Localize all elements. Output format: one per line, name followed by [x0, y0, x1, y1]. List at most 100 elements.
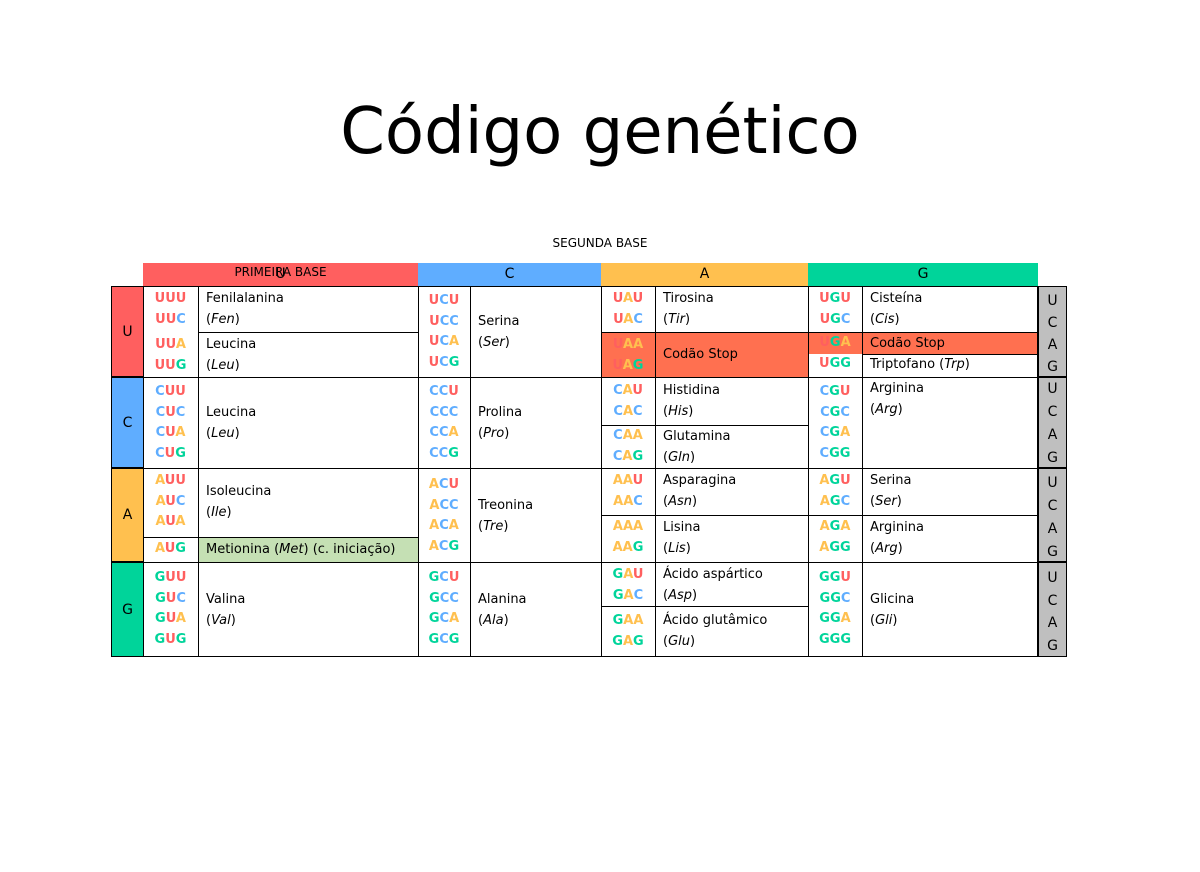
stop-uaa-uag: Codão Stop	[663, 347, 738, 362]
codon: CCG	[429, 445, 459, 461]
amino-asp: Ácido aspártico (Asp)	[655, 565, 808, 606]
amino-name: Fenilalanina	[206, 291, 284, 306]
amino-abbr: (Fen)	[206, 311, 240, 327]
group-separator	[198, 332, 418, 333]
amino-his: Histidina (His)	[655, 381, 808, 422]
third-base-letter: A	[1047, 615, 1058, 631]
amino-gli: Glicina (Gli)	[862, 590, 1038, 631]
amino-asn: Asparagina (Asn)	[655, 471, 808, 512]
amino-name: Tirosina	[663, 291, 714, 306]
codon: CGA	[819, 425, 851, 440]
codon: GCA	[428, 611, 460, 626]
codon: ACC	[429, 497, 459, 513]
codon: AAA	[612, 519, 644, 534]
amino-note: (c. iniciação)	[312, 542, 396, 557]
col-separator	[470, 286, 471, 657]
codon: GAC	[612, 587, 644, 603]
amino-gln: Glutamina (Gln)	[655, 427, 808, 468]
col-separator	[601, 286, 602, 657]
amino-name: Metionina	[206, 542, 270, 557]
codons-uu: UUU UUC UUA UUG	[143, 289, 198, 376]
third-base-letter: U	[1047, 381, 1058, 397]
amino-abbr: (Asp)	[663, 587, 698, 603]
col-separator	[198, 286, 199, 657]
codon: UCG	[428, 354, 460, 370]
codon: CGC	[820, 404, 850, 420]
amino-ala: Alanina (Ala)	[470, 590, 601, 631]
page-title: Código genético	[340, 95, 860, 169]
third-base-letter: G	[1047, 450, 1058, 466]
col-separator	[655, 286, 656, 657]
amino-abbr: (Arg)	[870, 401, 903, 417]
col-header-u-letter: U	[275, 266, 286, 282]
codon: AUG	[155, 540, 186, 556]
amino-name: Glicina	[870, 592, 915, 607]
amino-arg-2: Arginina (Arg)	[862, 518, 1038, 559]
group-separator	[862, 354, 1038, 355]
group-separator	[143, 537, 418, 538]
codon: AAG	[612, 539, 644, 555]
amino-abbr: (Gln)	[663, 449, 696, 465]
codons-cc: CCU CCC CCA CCG	[418, 382, 470, 464]
codon: GUU	[154, 570, 187, 585]
codon: GAG	[612, 633, 644, 649]
codons-gc: GCU GCC GCA GCG	[418, 568, 470, 650]
codon: CCU	[429, 384, 459, 399]
row-header-a: A	[111, 468, 143, 562]
codons-ca: CAU CAC CAA CAG	[601, 381, 655, 467]
amino-name: Treonina	[478, 498, 534, 513]
codons-gg: GGU GGC GGA GGG	[808, 568, 862, 650]
codons-au: AUU AUC AUA AUG	[143, 471, 198, 559]
stop-highlight-bg-uga	[808, 332, 1038, 354]
codon: GGU	[819, 570, 851, 585]
codon: CAA	[613, 428, 643, 443]
group-separator	[601, 606, 808, 607]
codon: GAU	[612, 567, 644, 582]
table-border	[143, 286, 1038, 657]
amino-abbr: (Ile)	[206, 504, 232, 520]
third-base-a: U C A G	[1038, 468, 1067, 562]
codon: UAA	[612, 337, 644, 352]
amino-abbr: (Cis)	[870, 311, 900, 327]
amino-name: Serina	[478, 314, 520, 329]
first-base-label: PRIMEIRA BASE	[234, 265, 327, 279]
codons-ua: UAU UAC UAA UAG	[601, 289, 655, 376]
codon: AUC	[155, 493, 186, 509]
codon: GGC	[819, 590, 851, 606]
col-header-a: A	[601, 263, 808, 286]
amino-lis: Lisina (Lis)	[655, 518, 808, 559]
third-base-c: U C A G	[1038, 377, 1067, 468]
amino-abbr: Trp	[944, 357, 965, 372]
amino-abbr: (Lis)	[663, 540, 691, 556]
amino-abbr: (Pro)	[478, 425, 510, 441]
third-base-letter: G	[1047, 637, 1058, 654]
amino-name: Leucina	[206, 405, 257, 420]
amino-name: Ácido glutâmico	[663, 613, 768, 628]
codon: CGG	[819, 445, 851, 461]
codon: GUG	[154, 631, 187, 647]
third-base-letter: C	[1047, 498, 1058, 514]
amino-abbr: Met	[279, 542, 304, 557]
group-separator	[601, 425, 808, 426]
codons-ga: GAU GAC GAA GAG	[601, 565, 655, 652]
codons-uc: UCU UCC UCA UCG	[418, 291, 470, 373]
codon: AGG	[819, 539, 851, 555]
codon: AGA	[819, 519, 851, 534]
codon: AUA	[155, 514, 186, 529]
codon: ACU	[428, 477, 460, 492]
amino-abbr: (Tre)	[478, 518, 509, 534]
codon: UAG	[612, 357, 644, 373]
group-separator	[601, 332, 808, 333]
amino-name: Leucina	[206, 337, 257, 352]
amino-abbr: (Gli)	[870, 612, 898, 628]
amino-name: Cisteína	[870, 291, 923, 306]
amino-name: Alanina	[478, 592, 527, 607]
stop-highlight-bg-uaa	[601, 332, 808, 377]
codons-cg: CGU CGC CGA CGG	[808, 382, 862, 464]
codon: ACA	[429, 518, 459, 533]
codon: UGG	[819, 355, 851, 371]
codon: AGC	[819, 493, 851, 509]
amino-ile: Isoleucina (Ile)	[198, 482, 418, 523]
group-separator	[808, 332, 1038, 333]
codon: AAC	[613, 493, 643, 509]
